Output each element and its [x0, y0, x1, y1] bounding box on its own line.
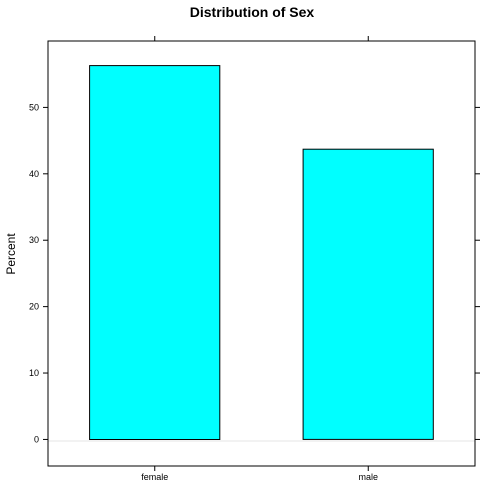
y-axis: 0 10 20 30 40 50 [29, 102, 480, 444]
chart-title: Distribution of Sex [190, 4, 315, 20]
x-tick-label-male: male [358, 472, 378, 482]
y-axis-label: Percent [4, 233, 18, 275]
bar-male [302, 148, 434, 440]
y-tick-label-40: 40 [29, 169, 39, 179]
y-tick-label-20: 20 [29, 302, 39, 312]
y-tick-label-50: 50 [29, 102, 39, 112]
plot-frame [47, 40, 476, 467]
bar-female [89, 65, 221, 440]
bars-group [89, 65, 434, 440]
y-tick-label-0: 0 [34, 434, 39, 444]
y-tick-label-30: 30 [29, 235, 39, 245]
y-tick-label-10: 10 [29, 368, 39, 378]
x-axis: female male [141, 36, 378, 482]
x-tick-label-female: female [141, 472, 168, 482]
